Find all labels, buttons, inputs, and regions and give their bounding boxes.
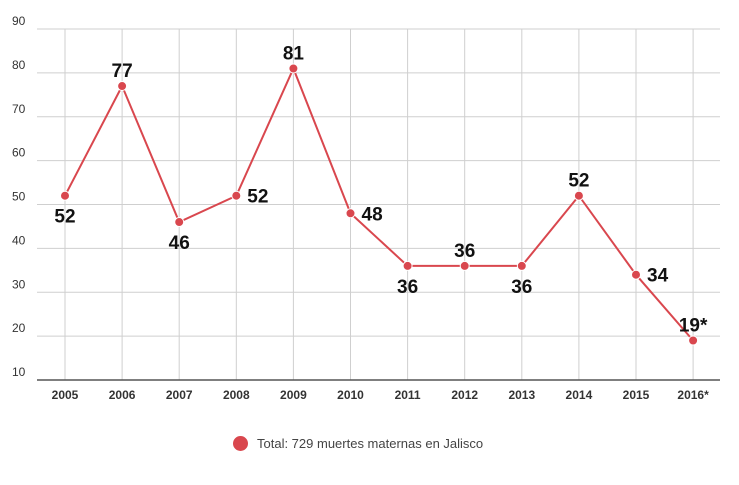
y-axis-ticks: 10 20 30 40 50 60 70 80 90 xyxy=(12,14,26,379)
data-label: 52 xyxy=(568,171,589,192)
data-point xyxy=(402,260,413,271)
data-point xyxy=(688,335,699,346)
y-tick-label: 80 xyxy=(12,58,26,72)
data-point xyxy=(345,208,356,219)
data-point xyxy=(516,260,527,271)
x-tick-label: 2016* xyxy=(677,388,709,402)
data-point xyxy=(631,269,641,280)
data-label: 52 xyxy=(54,207,75,228)
y-tick-label: 60 xyxy=(12,146,26,160)
data-point xyxy=(288,63,299,74)
x-tick-label: 2014 xyxy=(566,388,593,402)
legend-label: Total: 729 muertes maternas en Jalisco xyxy=(257,436,484,451)
y-tick-label: 40 xyxy=(12,233,26,247)
data-label: 36 xyxy=(511,277,532,298)
series-line xyxy=(64,65,694,342)
data-label: 36 xyxy=(454,241,475,262)
legend-marker xyxy=(233,436,248,451)
data-label: 46 xyxy=(169,233,190,254)
y-tick-label: 50 xyxy=(12,190,26,204)
x-tick-label: 2008 xyxy=(223,388,250,402)
x-tick-label: 2007 xyxy=(166,388,193,402)
data-label: 19* xyxy=(679,316,708,337)
grid-lines xyxy=(37,28,720,380)
data-label: 36 xyxy=(397,277,418,298)
data-point xyxy=(60,190,70,201)
x-tick-label: 2006 xyxy=(109,388,136,402)
y-tick-label: 90 xyxy=(12,14,26,28)
data-label: 81 xyxy=(283,43,305,64)
data-label: 48 xyxy=(362,204,383,225)
data-point xyxy=(174,217,185,228)
data-point xyxy=(459,260,470,271)
y-tick-label: 70 xyxy=(12,102,26,116)
legend: Total: 729 muertes maternas en Jalisco xyxy=(233,436,483,451)
x-tick-label: 2015 xyxy=(623,388,650,402)
data-point xyxy=(117,81,128,92)
series-layer xyxy=(60,63,699,346)
x-tick-label: 2013 xyxy=(508,388,535,402)
y-tick-label: 20 xyxy=(12,321,26,335)
data-labels: 52 77 46 52 81 48 36 36 36 52 34 19* xyxy=(54,43,708,336)
x-tick-label: 2011 xyxy=(395,388,421,402)
data-label: 34 xyxy=(647,266,669,287)
data-point xyxy=(231,190,242,201)
y-tick-label: 30 xyxy=(12,277,26,291)
x-tick-label: 2009 xyxy=(280,388,307,402)
y-tick-label: 10 xyxy=(12,365,26,379)
data-label: 77 xyxy=(112,61,133,82)
x-tick-label: 2010 xyxy=(337,388,364,402)
x-tick-label: 2005 xyxy=(52,388,79,402)
x-axis-ticks: 2005 2006 2007 2008 2009 2010 2011 2012 2013 2014… xyxy=(52,388,709,402)
x-tick-label: 2012 xyxy=(451,388,478,402)
data-label: 52 xyxy=(247,187,268,208)
data-point xyxy=(573,190,584,201)
